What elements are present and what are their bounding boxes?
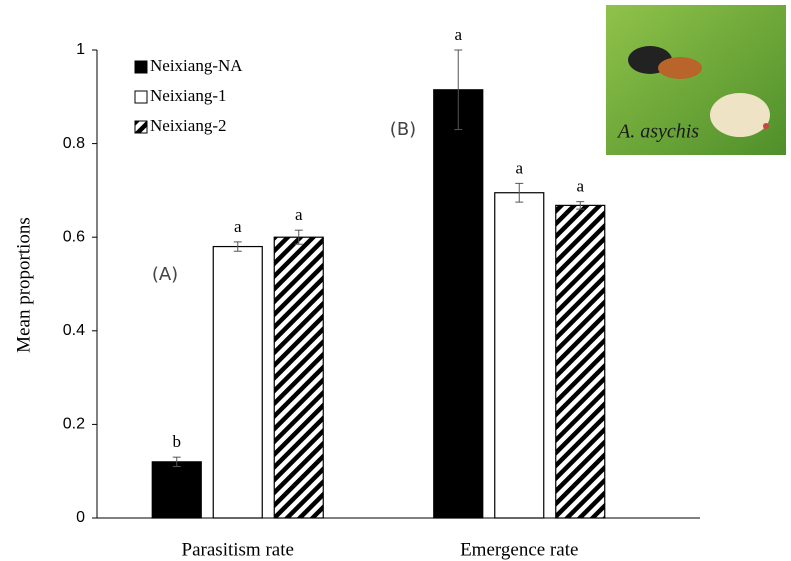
annotation: (B) bbox=[390, 119, 416, 140]
bar bbox=[433, 89, 484, 519]
bar bbox=[555, 204, 606, 519]
x-tick-label: Parasitism rate bbox=[182, 539, 294, 560]
bar bbox=[273, 236, 324, 519]
y-axis-label: Mean proportions bbox=[13, 217, 34, 353]
significance-label: a bbox=[515, 158, 523, 177]
bar bbox=[494, 192, 545, 519]
legend-label: Neixiang-NA bbox=[150, 56, 243, 75]
significance-label: a bbox=[454, 25, 462, 44]
y-tick-label: 0.2 bbox=[63, 416, 85, 433]
significance-label: a bbox=[234, 217, 242, 236]
y-tick-label: 0.8 bbox=[63, 135, 85, 152]
bar bbox=[212, 245, 263, 519]
inset-label: A. asychis bbox=[616, 121, 699, 143]
legend-label: Neixiang-2 bbox=[150, 116, 226, 135]
y-tick-label: 0.6 bbox=[63, 228, 85, 245]
legend-swatch bbox=[134, 120, 148, 134]
legend-swatch bbox=[134, 60, 148, 74]
legend-swatch bbox=[134, 90, 148, 104]
x-tick-label: Emergence rate bbox=[460, 539, 578, 560]
significance-label: a bbox=[295, 205, 303, 224]
bar bbox=[151, 461, 202, 519]
legend-label: Neixiang-1 bbox=[150, 86, 226, 105]
y-tick-label: 0 bbox=[76, 509, 85, 526]
annotation: (A) bbox=[152, 264, 178, 285]
significance-label: a bbox=[576, 177, 584, 196]
significance-label: b bbox=[173, 432, 182, 451]
y-tick-label: 0.4 bbox=[63, 322, 85, 339]
y-tick-label: 1 bbox=[76, 41, 85, 58]
inset-photo bbox=[606, 5, 786, 155]
